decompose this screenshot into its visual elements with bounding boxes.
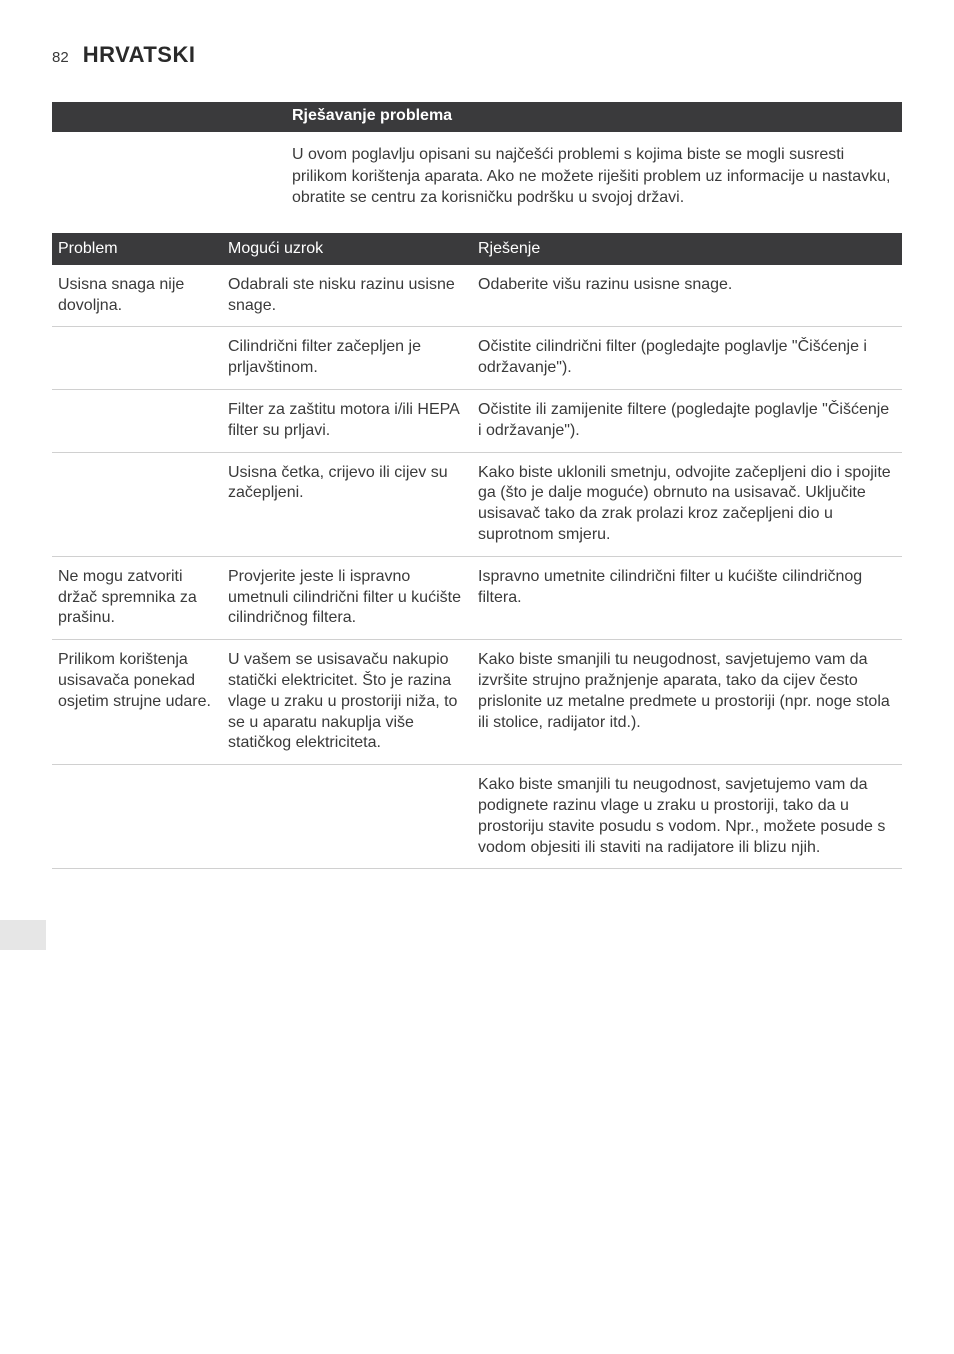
- table-row: Kako biste smanjili tu neugodnost, savje…: [52, 765, 902, 869]
- table-row: Usisna četka, crijevo ili cijev su začep…: [52, 452, 902, 556]
- cell-problem: Prilikom korištenja usisavača ponekad os…: [52, 640, 222, 765]
- col-problem: Problem: [52, 233, 222, 265]
- cell-problem: [52, 765, 222, 869]
- language-title: HRVATSKI: [83, 42, 196, 68]
- cell-solution: Kako biste smanjili tu neugodnost, savje…: [472, 765, 902, 869]
- cell-cause: U vašem se usisavaču nakupio statički el…: [222, 640, 472, 765]
- intro-paragraph: U ovom poglavlju opisani su najčešći pro…: [292, 144, 902, 209]
- page-header: 82 HRVATSKI: [52, 42, 902, 68]
- cell-solution: Kako biste smanjili tu neugodnost, savje…: [472, 640, 902, 765]
- intro-block: U ovom poglavlju opisani su najčešći pro…: [292, 144, 902, 209]
- table-row: Ne mogu zatvoriti držač spremnika za pra…: [52, 556, 902, 639]
- cell-cause: Cilindrični filter začepljen je prljavšt…: [222, 327, 472, 390]
- table-row: Prilikom korištenja usisavača ponekad os…: [52, 640, 902, 765]
- table-row: Usisna snaga nije dovoljna. Odabrali ste…: [52, 265, 902, 327]
- cell-cause: [222, 765, 472, 869]
- troubleshoot-table: Problem Mogući uzrok Rješenje Usisna sna…: [52, 233, 902, 870]
- cell-solution: Ispravno umetnite cilindrični filter u k…: [472, 556, 902, 639]
- margin-tab: [0, 920, 46, 950]
- col-solution: Rješenje: [472, 233, 902, 265]
- cell-cause: Odabrali ste nisku razinu usisne snage.: [222, 265, 472, 327]
- cell-problem: Usisna snaga nije dovoljna.: [52, 265, 222, 327]
- manual-page: 82 HRVATSKI Rješavanje problema U ovom p…: [0, 0, 954, 869]
- table-row: Cilindrični filter začepljen je prljavšt…: [52, 327, 902, 390]
- section-heading: Rješavanje problema: [292, 107, 452, 125]
- col-cause: Mogući uzrok: [222, 233, 472, 265]
- cell-solution: Kako biste uklonili smetnju, odvojite za…: [472, 452, 902, 556]
- cell-solution: Očistite ili zamijenite filtere (pogleda…: [472, 389, 902, 452]
- cell-problem: [52, 452, 222, 556]
- cell-problem: [52, 389, 222, 452]
- cell-solution: Odaberite višu razinu usisne snage.: [472, 265, 902, 327]
- cell-problem: [52, 327, 222, 390]
- table-header-row: Problem Mogući uzrok Rješenje: [52, 233, 902, 265]
- cell-cause: Provjerite jeste li ispravno umetnuli ci…: [222, 556, 472, 639]
- table-row: Filter za zaštitu motora i/ili HEPA filt…: [52, 389, 902, 452]
- cell-cause: Usisna četka, crijevo ili cijev su začep…: [222, 452, 472, 556]
- cell-cause: Filter za zaštitu motora i/ili HEPA filt…: [222, 389, 472, 452]
- cell-solution: Očistite cilindrični filter (pogledajte …: [472, 327, 902, 390]
- section-heading-bar: Rješavanje problema: [52, 102, 902, 132]
- cell-problem: Ne mogu zatvoriti držač spremnika za pra…: [52, 556, 222, 639]
- page-number: 82: [52, 49, 69, 66]
